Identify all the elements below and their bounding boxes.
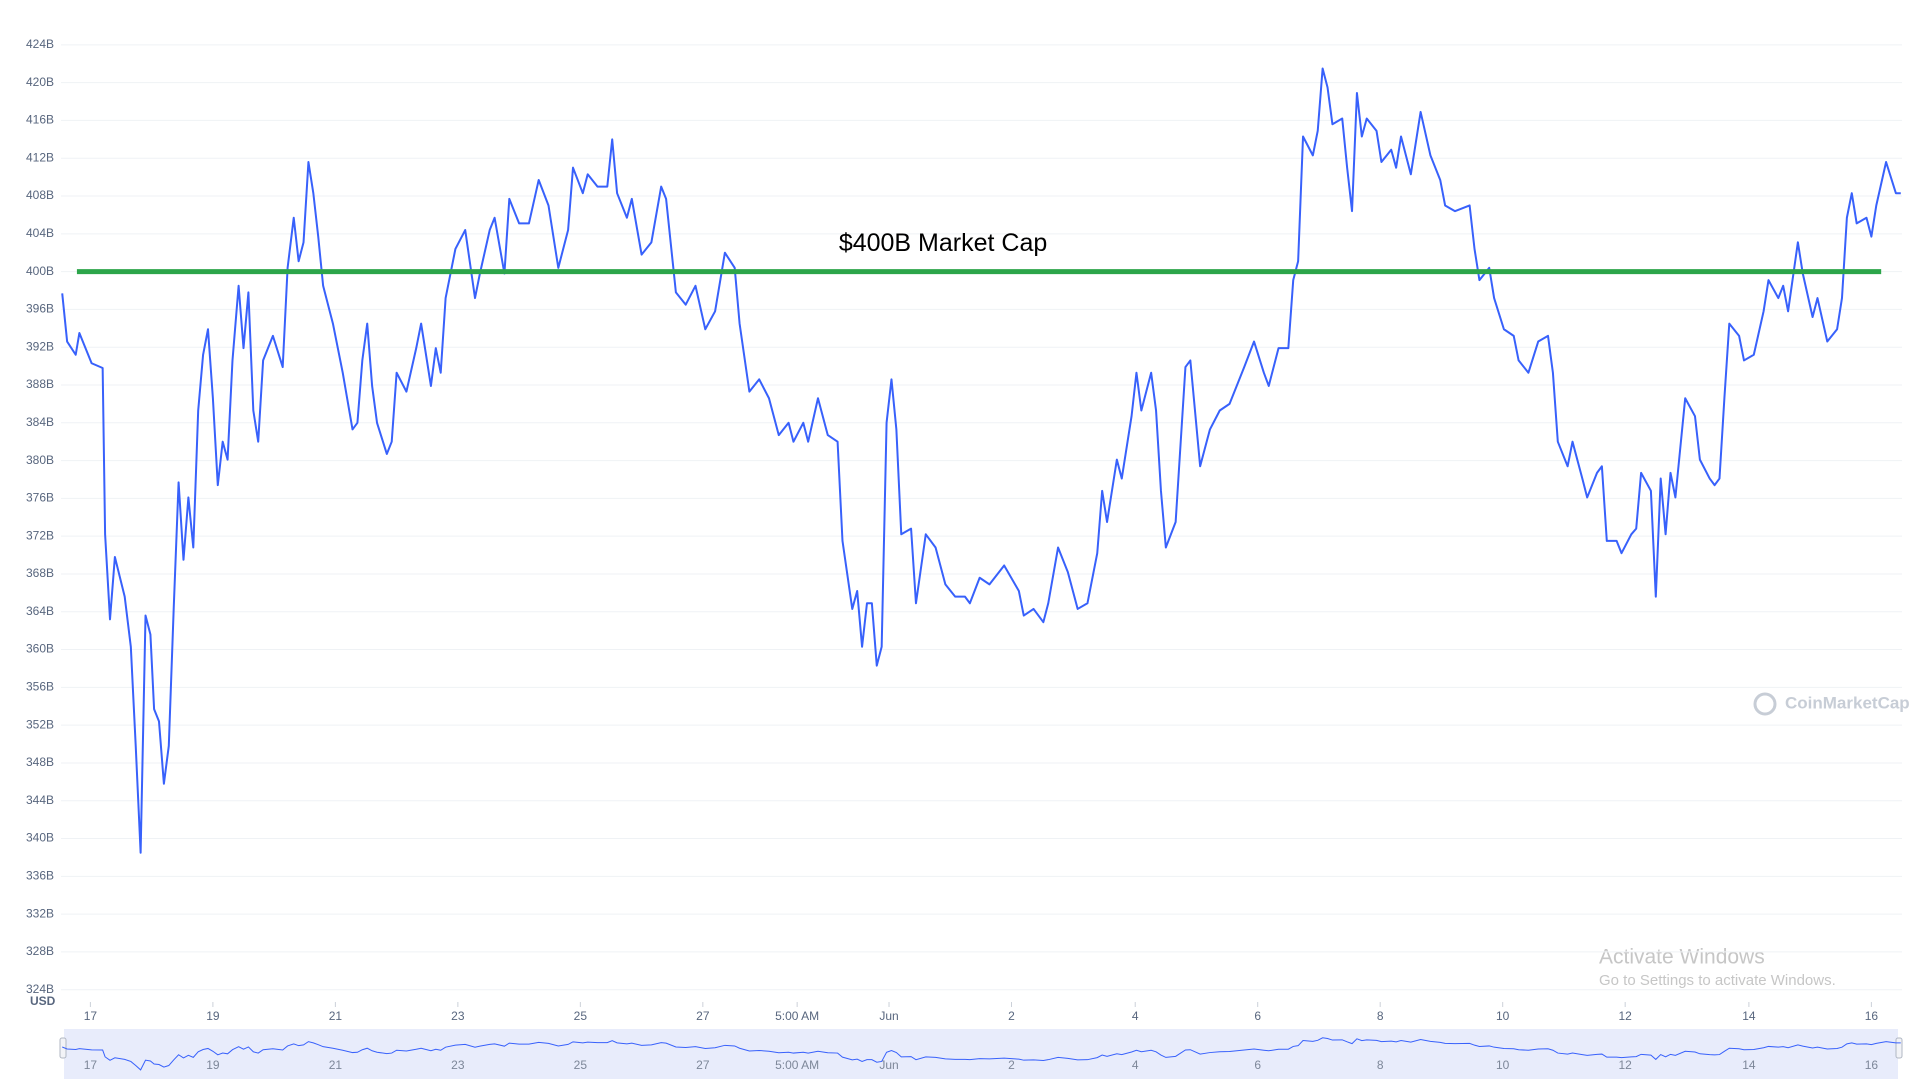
y-unit-label: USD — [30, 994, 56, 1008]
y-tick-label: 340B — [26, 831, 54, 845]
x-tick-label: 21 — [329, 1009, 343, 1023]
x-tick-label: 12 — [1618, 1009, 1632, 1023]
x-tick-label: 5:00 AM — [775, 1009, 819, 1023]
y-tick-label: 376B — [26, 491, 54, 505]
x-tick-label: 25 — [574, 1009, 588, 1023]
y-tick-label: 392B — [26, 339, 54, 353]
y-tick-label: 420B — [26, 75, 54, 89]
x-tick-label: 17 — [84, 1009, 98, 1023]
navigator-tick-label: 27 — [696, 1058, 710, 1072]
y-tick-label: 400B — [26, 264, 54, 278]
navigator-tick-label: 12 — [1618, 1058, 1632, 1072]
y-tick-label: 416B — [26, 113, 54, 127]
x-tick-label: 2 — [1008, 1009, 1015, 1023]
y-tick-label: 328B — [26, 944, 54, 958]
x-tick-label: 19 — [206, 1009, 220, 1023]
y-tick-label: 388B — [26, 377, 54, 391]
y-tick-label: 408B — [26, 188, 54, 202]
y-tick-label: 372B — [26, 528, 54, 542]
x-tick-label: 6 — [1254, 1009, 1261, 1023]
y-tick-label: 380B — [26, 453, 54, 467]
x-tick-label: Jun — [879, 1009, 898, 1023]
x-tick-label: 8 — [1377, 1009, 1384, 1023]
navigator-tick-label: 4 — [1132, 1058, 1139, 1072]
x-tick-label: 27 — [696, 1009, 710, 1023]
navigator-tick-label: 21 — [329, 1058, 343, 1072]
watermark-icon — [1753, 692, 1777, 716]
navigator-tick-label: 14 — [1742, 1058, 1756, 1072]
y-tick-label: 336B — [26, 869, 54, 883]
navigator-tick-label: 5:00 AM — [775, 1058, 819, 1072]
y-tick-label: 344B — [26, 793, 54, 807]
navigator-background — [64, 1029, 1898, 1079]
activation-title: Activate Windows — [1599, 946, 1765, 969]
x-tick-label: 10 — [1496, 1009, 1510, 1023]
navigator-tick-label: 19 — [206, 1058, 220, 1072]
y-tick-label: 332B — [26, 906, 54, 920]
x-tick-label: 16 — [1865, 1009, 1879, 1023]
x-tick-label: 14 — [1742, 1009, 1756, 1023]
y-tick-label: 368B — [26, 566, 54, 580]
navigator-tick-label: Jun — [879, 1058, 898, 1072]
navigator-tick-label: 25 — [574, 1058, 588, 1072]
y-tick-label: 412B — [26, 150, 54, 164]
price-line — [61, 67, 1901, 854]
x-tick-label: 4 — [1132, 1009, 1139, 1023]
navigator-tick-label: 10 — [1496, 1058, 1510, 1072]
navigator-tick-label: 6 — [1254, 1058, 1261, 1072]
navigator-handle[interactable] — [1895, 1037, 1903, 1059]
y-tick-label: 352B — [26, 717, 54, 731]
y-tick-label: 356B — [26, 680, 54, 694]
activation-subtitle: Go to Settings to activate Windows. — [1599, 972, 1836, 989]
y-tick-label: 360B — [26, 642, 54, 656]
y-tick-label: 424B — [26, 37, 54, 51]
annotation-label: $400B Market Cap — [839, 229, 1047, 257]
y-tick-label: 348B — [26, 755, 54, 769]
y-tick-label: 324B — [26, 982, 54, 996]
y-tick-label: 384B — [26, 415, 54, 429]
navigator-tick-label: 23 — [451, 1058, 465, 1072]
navigator-tick-label: 8 — [1377, 1058, 1384, 1072]
x-tick-label: 23 — [451, 1009, 465, 1023]
navigator-tick-label: 2 — [1008, 1058, 1015, 1072]
navigator-tick-label: 17 — [84, 1058, 98, 1072]
navigator-line — [62, 1037, 1901, 1071]
watermark: CoinMarketCap — [1785, 693, 1910, 712]
navigator-tick-label: 16 — [1865, 1058, 1879, 1072]
y-tick-label: 396B — [26, 302, 54, 316]
y-tick-label: 404B — [26, 226, 54, 240]
y-tick-label: 364B — [26, 604, 54, 618]
